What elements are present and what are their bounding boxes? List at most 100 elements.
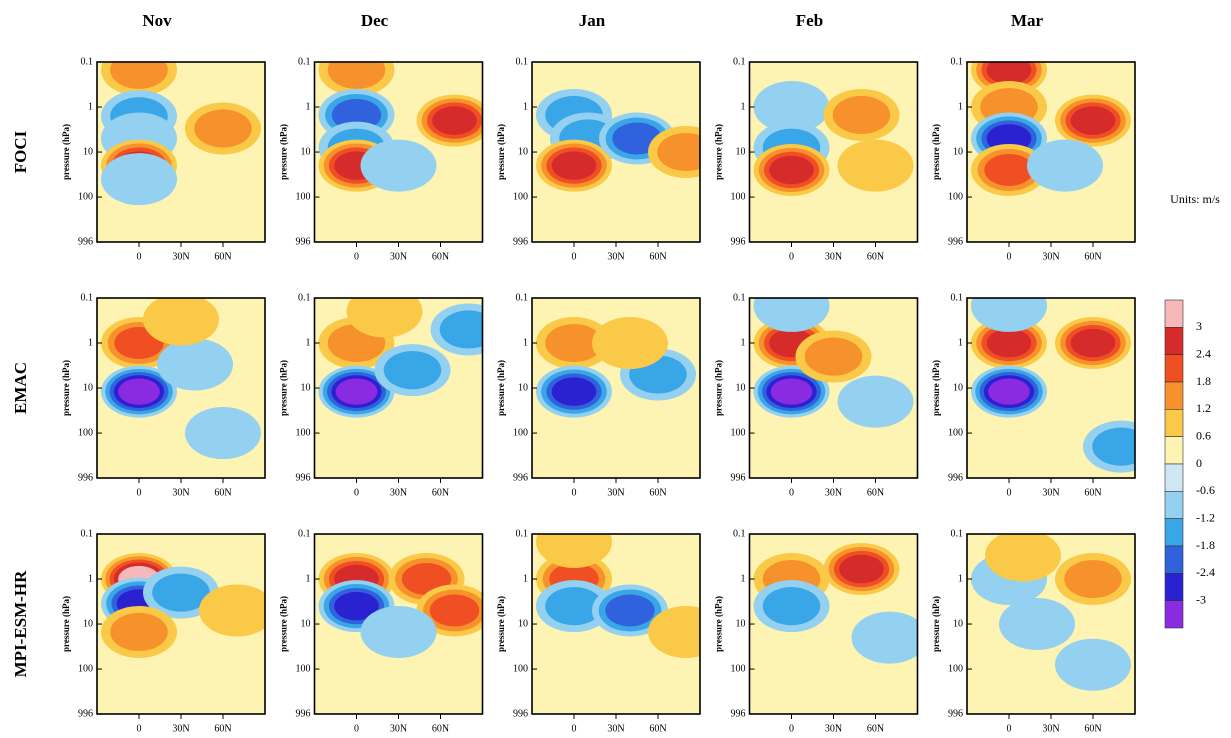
y-tick-label: 100 xyxy=(296,663,311,674)
y-tick-label: 1 xyxy=(306,101,311,112)
x-tick-label: 60N xyxy=(649,251,666,262)
colorbar-label: 2.4 xyxy=(1196,346,1211,360)
panel xyxy=(532,298,700,478)
y-axis-label: pressure (hPa) xyxy=(931,360,941,416)
contour-feature xyxy=(360,139,437,192)
x-tick-label: 0 xyxy=(354,723,359,734)
panel xyxy=(967,298,1135,478)
x-tick-label: 30N xyxy=(1042,723,1059,734)
y-tick-label: 100 xyxy=(296,427,311,438)
contour-feature xyxy=(753,298,830,332)
x-tick-label: 60N xyxy=(867,723,884,734)
contour-feature xyxy=(346,298,423,338)
contour-feature xyxy=(762,587,821,626)
contour-feature xyxy=(335,378,378,405)
y-tick-label: 996 xyxy=(948,472,963,483)
y-tick-label: 1 xyxy=(958,573,963,584)
contour-feature xyxy=(1070,328,1116,358)
contour-feature xyxy=(545,587,603,626)
contour-feature xyxy=(334,591,379,621)
y-tick-label: 1 xyxy=(88,337,93,348)
contour-feature xyxy=(804,337,863,376)
y-tick-label: 0.1 xyxy=(516,56,529,67)
x-tick-label: 60N xyxy=(432,487,449,498)
x-tick-label: 0 xyxy=(789,723,794,734)
x-tick-label: 60N xyxy=(432,723,449,734)
panel xyxy=(97,298,265,478)
y-tick-label: 0.1 xyxy=(516,292,529,303)
x-tick-label: 60N xyxy=(214,487,231,498)
contour-feature xyxy=(157,338,233,391)
colorbar-box xyxy=(1164,491,1184,519)
colorbar-label: -2.4 xyxy=(1196,565,1215,579)
panel xyxy=(967,62,1135,242)
y-tick-label: 10 xyxy=(301,382,311,393)
column-title: Nov xyxy=(142,11,172,30)
y-tick-label: 996 xyxy=(731,236,746,247)
contour-feature xyxy=(143,298,219,346)
y-tick-label: 100 xyxy=(513,663,528,674)
y-tick-label: 100 xyxy=(948,663,963,674)
contour-feature xyxy=(851,611,918,664)
x-tick-label: 0 xyxy=(137,251,142,262)
y-tick-label: 0.1 xyxy=(298,528,311,539)
row-title: FOCI xyxy=(11,130,30,173)
y-tick-label: 10 xyxy=(518,146,528,157)
y-tick-label: 10 xyxy=(83,618,93,629)
row-title: EMAC xyxy=(11,362,30,414)
y-tick-label: 996 xyxy=(513,472,528,483)
x-tick-label: 0 xyxy=(1007,487,1012,498)
y-tick-label: 996 xyxy=(513,708,528,719)
contour-feature xyxy=(1064,559,1122,599)
y-tick-label: 100 xyxy=(731,191,746,202)
y-tick-label: 996 xyxy=(731,472,746,483)
x-tick-label: 0 xyxy=(354,251,359,262)
y-tick-label: 100 xyxy=(78,663,93,674)
y-tick-label: 0.1 xyxy=(733,56,746,67)
contour-feature xyxy=(199,584,265,637)
y-axis-label: pressure (hPa) xyxy=(279,596,289,652)
column-title: Feb xyxy=(796,11,823,30)
colorbar-label: 3 xyxy=(1196,319,1202,333)
y-tick-label: 0.1 xyxy=(298,292,311,303)
y-tick-label: 0.1 xyxy=(81,56,94,67)
x-tick-label: 60N xyxy=(1084,251,1101,262)
row-title: MPI-ESM-HR xyxy=(11,570,30,677)
y-axis-label: pressure (hPa) xyxy=(279,124,289,180)
contour-feature xyxy=(985,534,1061,582)
y-tick-label: 100 xyxy=(78,427,93,438)
contour-feature xyxy=(327,62,386,89)
y-tick-label: 100 xyxy=(948,191,963,202)
colorbar-label: 0 xyxy=(1196,456,1202,470)
y-tick-label: 996 xyxy=(78,236,93,247)
colorbar-box xyxy=(1164,409,1184,437)
y-axis-label: pressure (hPa) xyxy=(279,360,289,416)
colorbar-label: 1.8 xyxy=(1196,374,1211,388)
y-tick-label: 1 xyxy=(523,573,528,584)
x-tick-label: 30N xyxy=(172,723,189,734)
x-tick-label: 30N xyxy=(172,251,189,262)
y-tick-label: 10 xyxy=(83,382,93,393)
x-tick-label: 0 xyxy=(354,487,359,498)
x-tick-label: 30N xyxy=(825,723,842,734)
panel xyxy=(314,62,483,242)
panel xyxy=(532,534,700,714)
y-tick-label: 1 xyxy=(523,101,528,112)
column-title: Jan xyxy=(579,11,606,30)
x-tick-label: 0 xyxy=(789,251,794,262)
contour-feature xyxy=(837,139,914,192)
y-tick-label: 1 xyxy=(741,337,746,348)
y-tick-label: 10 xyxy=(301,146,311,157)
x-tick-label: 60N xyxy=(1084,723,1101,734)
x-tick-label: 0 xyxy=(137,487,142,498)
y-tick-label: 10 xyxy=(736,146,746,157)
x-tick-label: 30N xyxy=(825,251,842,262)
contour-feature xyxy=(101,153,177,206)
contour-feature xyxy=(331,98,382,131)
contour-feature xyxy=(536,534,612,568)
contour-feature xyxy=(986,62,1032,85)
y-tick-label: 10 xyxy=(301,618,311,629)
y-tick-label: 10 xyxy=(953,146,963,157)
contour-feature xyxy=(551,151,597,180)
